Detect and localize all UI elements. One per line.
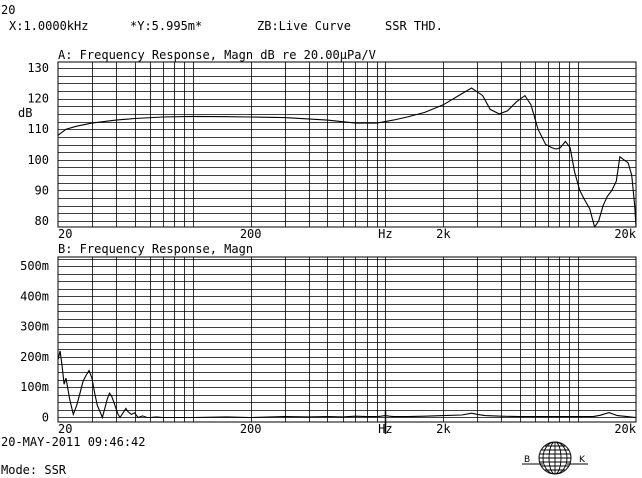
- chart-b-ytick-label: 300m: [20, 320, 49, 334]
- chart-b-title: B: Frequency Response, Magn: [58, 242, 254, 256]
- chart-b-xtick-label: 20: [58, 422, 72, 436]
- chart-a-ytick-label: 110: [27, 122, 49, 136]
- chart-a-xtick-label: 20: [58, 227, 72, 241]
- chart-b-xtick-label: 200: [240, 422, 262, 436]
- chart-b-xtick-label: 20k: [614, 422, 636, 436]
- chart-b-frame: [57, 256, 637, 423]
- chart-b-ytick-label: 500m: [20, 259, 49, 273]
- chart-a-ytick-label: 100: [27, 153, 49, 167]
- bk-logo-icon: B K: [522, 441, 588, 475]
- chart-a-xtick-label: 200: [240, 227, 262, 241]
- chart-a-ytick-label: 130: [27, 61, 49, 75]
- chart-a-ytick-label: 80: [35, 214, 49, 228]
- logo-letter-k: K: [579, 455, 586, 465]
- chart-b-ytick-label: 400m: [20, 289, 49, 303]
- chart-a-ytick-label: 90: [35, 183, 49, 197]
- ssr-thd-label: SSR THD.: [385, 19, 443, 33]
- corner-label: 20: [1, 3, 16, 17]
- logo-letter-b: B: [524, 455, 530, 465]
- chart-a-xtick-label: 2k: [436, 227, 451, 241]
- x-cursor-readout: X:1.0000kHz: [9, 19, 89, 33]
- chart-a-ylabel: dB: [18, 106, 33, 120]
- zb-mode-label: ZB:Live Curve: [257, 19, 351, 33]
- chart-a-group: 80 90 100 110 120 130 20 200 Hz 2k 20k: [27, 61, 636, 241]
- chart-a-ytick-label: 120: [27, 92, 49, 106]
- timestamp: 20-MAY-2011 09:46:42: [1, 435, 146, 449]
- y-cursor-readout: *Y:5.995m*: [130, 19, 203, 33]
- chart-b-series-line: [58, 350, 636, 420]
- chart-b-ytick-label: 200m: [20, 350, 49, 364]
- chart-a-title: A: Frequency Response, Magn dB re 20.00μ…: [58, 48, 376, 62]
- mode-label: Mode: SSR: [1, 463, 67, 477]
- chart-b-xtick-label: 2k: [436, 422, 451, 436]
- chart-a-series-line: [58, 87, 636, 227]
- chart-a-frame: [57, 61, 637, 228]
- chart-a-xtick-label: 20k: [614, 227, 636, 241]
- chart-b-ytick-label: 100m: [20, 380, 49, 394]
- chart-b-ytick-label: 0: [42, 410, 49, 424]
- chart-a-xtick-label: Hz: [378, 227, 392, 241]
- chart-b-group: 0100m200m300m400m500m20200Hz2k20k: [20, 256, 637, 436]
